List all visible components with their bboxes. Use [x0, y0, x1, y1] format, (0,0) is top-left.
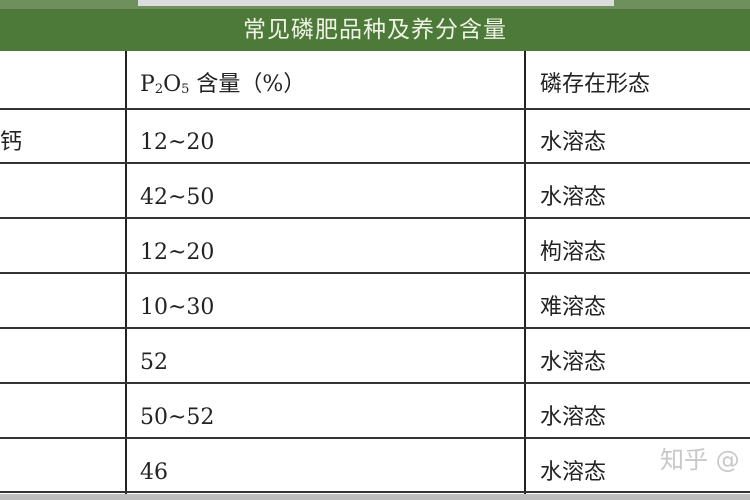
table-title: 常见磷肥品种及养分含量	[0, 9, 750, 51]
row-phosphorus-form: 枸溶态	[540, 240, 607, 265]
top-bar	[138, 0, 614, 6]
row-divider	[0, 437, 750, 439]
row-divider	[0, 327, 750, 329]
column-divider	[125, 51, 127, 500]
row-phosphorus-form: 难溶态	[540, 295, 607, 320]
row-divider	[0, 491, 750, 493]
row-divider	[0, 382, 750, 384]
column-divider	[524, 51, 526, 500]
row-p2o5-content: 10~30	[140, 295, 215, 320]
bottom-strip	[0, 494, 750, 500]
row-p2o5-content: 42~50	[140, 185, 215, 210]
row-p2o5-content: 12~20	[140, 240, 215, 265]
row-divider	[0, 217, 750, 219]
row-divider	[0, 272, 750, 274]
row-name: 钙	[0, 130, 23, 155]
row-p2o5-content: 50~52	[140, 405, 215, 430]
zhihu-watermark: 知乎 @	[660, 446, 740, 474]
row-p2o5-content: 12~20	[140, 130, 215, 155]
row-p2o5-content: 46	[140, 460, 168, 485]
row-divider	[0, 162, 750, 164]
row-phosphorus-form: 水溶态	[540, 350, 607, 375]
row-phosphorus-form: 水溶态	[540, 185, 607, 210]
row-phosphorus-form: 水溶态	[540, 130, 607, 155]
header-p2o5-content: P2O5 含量（%）	[140, 72, 306, 97]
row-phosphorus-form: 水溶态	[540, 405, 607, 430]
row-divider	[0, 108, 750, 110]
row-phosphorus-form: 水溶态	[540, 460, 607, 485]
header-phosphorus-form: 磷存在形态	[540, 72, 651, 97]
row-p2o5-content: 52	[140, 350, 168, 375]
